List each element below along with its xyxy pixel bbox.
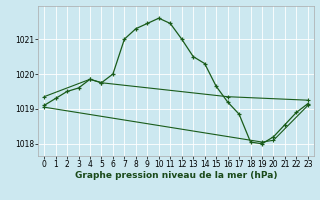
- X-axis label: Graphe pression niveau de la mer (hPa): Graphe pression niveau de la mer (hPa): [75, 171, 277, 180]
